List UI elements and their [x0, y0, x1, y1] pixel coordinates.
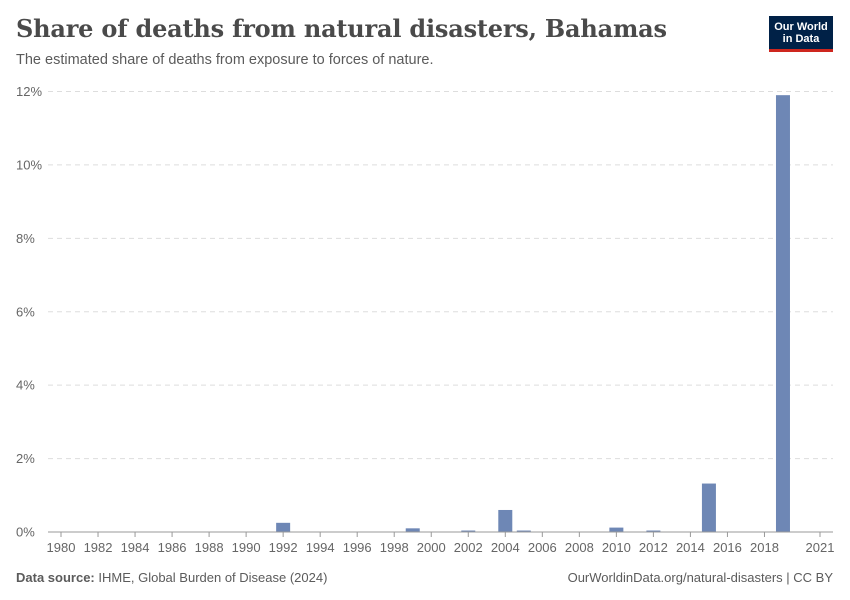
- bar-2004: [498, 509, 513, 532]
- x-tick-label: 2018: [750, 540, 779, 555]
- data-source: Data source: IHME, Global Burden of Dise…: [16, 570, 327, 585]
- data-source-text: IHME, Global Burden of Disease (2024): [98, 570, 328, 585]
- x-tick-label: 2002: [454, 540, 483, 555]
- logo-line-1: Our World: [774, 21, 828, 33]
- x-tick-label: 2010: [602, 540, 631, 555]
- y-tick-label: 2%: [16, 451, 35, 466]
- chart-subtitle: The estimated share of deaths from expos…: [16, 52, 434, 68]
- gridlines: [48, 91, 833, 460]
- x-tick-label: 2008: [565, 540, 594, 555]
- x-tick-label: 2004: [491, 540, 520, 555]
- y-tick-label: 6%: [16, 304, 35, 319]
- bar-2005: [516, 530, 531, 532]
- bar-2010: [609, 527, 624, 532]
- bar-2012: [646, 530, 661, 532]
- x-tick-label: 2021: [806, 540, 835, 555]
- bar-1999: [405, 528, 420, 532]
- bar-chart: 0% 2% 4% 6% 8% 10% 12% 1980 1982 1984 1986 1988 199…: [16, 84, 835, 555]
- y-tick-label: 4%: [16, 378, 35, 393]
- x-tick-label: 2006: [528, 540, 557, 555]
- bar-1992: [276, 522, 291, 532]
- x-tick-label: 1982: [84, 540, 113, 555]
- x-tick-label: 2000: [417, 540, 446, 555]
- bar-2002: [461, 530, 476, 532]
- x-tick-label: 1998: [380, 540, 409, 555]
- y-tick-label: 12%: [16, 84, 42, 99]
- x-tick-label: 1994: [306, 540, 335, 555]
- x-tick-label: 1988: [195, 540, 224, 555]
- chart-title: Share of deaths from natural disasters, …: [16, 14, 667, 43]
- owid-logo[interactable]: Our World in Data: [769, 16, 833, 52]
- x-axis: 1980 1982 1984 1986 1988 1990 1992 1994 1996 1998…: [47, 531, 835, 555]
- y-tick-label: 10%: [16, 157, 42, 172]
- x-tick-label: 2016: [713, 540, 742, 555]
- x-tick-label: 1992: [269, 540, 298, 555]
- y-axis-ticks: 0% 2% 4% 6% 8% 10% 12%: [16, 84, 42, 540]
- logo-line-2: in Data: [782, 33, 820, 45]
- x-tick-label: 1986: [158, 540, 187, 555]
- x-tick-label: 1990: [232, 540, 261, 555]
- x-tick-label: 1984: [121, 540, 150, 555]
- y-tick-label: 0%: [16, 525, 35, 540]
- data-source-label: Data source:: [16, 570, 95, 585]
- x-tick-label: 2012: [639, 540, 668, 555]
- x-tick-label: 1980: [47, 540, 76, 555]
- bars: [276, 95, 790, 532]
- source-link[interactable]: OurWorldinData.org/natural-disasters | C…: [567, 570, 833, 585]
- x-tick-label: 1996: [343, 540, 372, 555]
- bar-2015: [701, 483, 716, 532]
- bar-2019: [775, 95, 790, 532]
- x-tick-label: 2014: [676, 540, 705, 555]
- y-tick-label: 8%: [16, 231, 35, 246]
